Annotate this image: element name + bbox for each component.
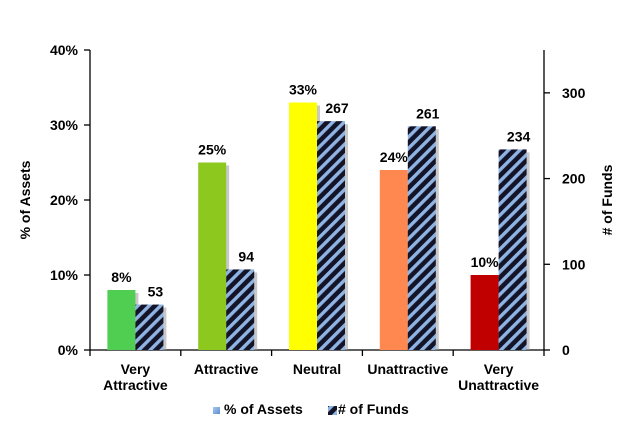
bar-pct-assets <box>289 102 317 350</box>
category-label: Unattractive <box>367 361 448 377</box>
data-label-pct-assets: 10% <box>471 254 500 270</box>
data-label-num-funds: 234 <box>507 128 531 144</box>
data-label-pct-assets: 24% <box>380 149 409 165</box>
bar-num-funds <box>135 304 164 350</box>
right-axis-title: # of Funds <box>599 164 615 235</box>
legend-label-pct-assets: % of Assets <box>224 401 303 417</box>
legend-swatch-num-funds <box>328 406 337 415</box>
bar-pct-assets <box>198 162 227 350</box>
category-label: Very <box>484 361 514 377</box>
right-tick-label: 200 <box>562 171 586 187</box>
plot-area: 0% 10% 20% 30% 40% 0 100 200 300 % of Assets # of … <box>17 42 615 417</box>
data-label-num-funds: 53 <box>148 284 164 300</box>
bar-num-funds <box>498 149 527 350</box>
left-axis-title: % of Assets <box>17 160 33 239</box>
right-tick-label: 100 <box>562 256 586 272</box>
data-label-pct-assets: 8% <box>111 269 132 285</box>
legend-swatch-pct-assets <box>213 407 220 414</box>
legend-label-num-funds: # of Funds <box>338 401 409 417</box>
left-tick-label: 0% <box>58 342 79 358</box>
bar-num-funds <box>407 126 436 351</box>
right-tick-label: 0 <box>562 342 570 358</box>
bar-pct-assets <box>107 290 136 350</box>
data-label-num-funds: 267 <box>325 100 349 116</box>
data-label-pct-assets: 33% <box>289 82 318 98</box>
bar-num-funds <box>226 269 255 350</box>
left-tick-label: 10% <box>50 267 79 283</box>
data-label-num-funds: 261 <box>416 105 440 121</box>
bar-pct-assets <box>470 275 499 350</box>
category-label: Neutral <box>293 361 341 377</box>
bar-pct-assets <box>379 170 408 350</box>
category-label: Attractive <box>103 377 168 393</box>
left-tick-label: 30% <box>50 117 79 133</box>
data-label-pct-assets: 25% <box>198 142 227 158</box>
left-tick-label: 40% <box>50 42 79 58</box>
category-label: Unattractive <box>458 377 539 393</box>
category-label: Very <box>121 361 151 377</box>
bar-num-funds <box>317 121 345 351</box>
left-tick-label: 20% <box>50 192 79 208</box>
category-label: Attractive <box>194 361 259 377</box>
right-tick-label: 300 <box>562 85 586 101</box>
data-label-num-funds: 94 <box>238 248 254 264</box>
